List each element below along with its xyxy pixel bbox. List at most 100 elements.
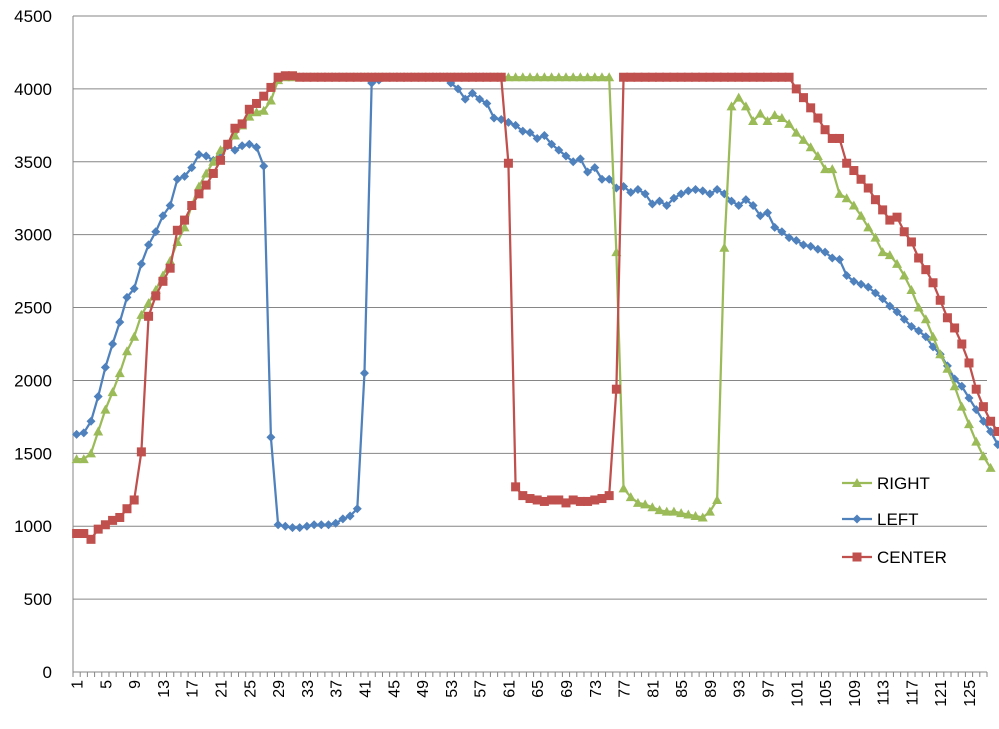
x-tick-label: 125	[962, 680, 979, 707]
data-point	[547, 495, 557, 505]
data-point	[331, 518, 341, 528]
x-tick-label: 17	[185, 680, 202, 698]
data-point	[180, 215, 190, 225]
data-point	[71, 454, 82, 464]
data-point	[316, 72, 326, 82]
data-point	[560, 72, 571, 82]
data-point	[144, 240, 154, 250]
data-point	[244, 104, 254, 114]
data-point	[727, 72, 737, 82]
data-point	[259, 161, 269, 171]
data-point	[986, 426, 996, 436]
legend-marker	[852, 514, 862, 524]
data-point	[583, 167, 593, 177]
data-point	[640, 72, 650, 82]
data-point	[647, 72, 657, 82]
legend: RIGHT LEFT CENTER	[842, 474, 947, 567]
data-point	[359, 72, 369, 82]
data-point	[734, 201, 744, 211]
data-point	[518, 126, 528, 136]
data-point	[511, 482, 521, 492]
data-point	[626, 187, 636, 197]
data-point	[668, 506, 679, 516]
data-point	[460, 72, 470, 82]
data-point	[100, 404, 111, 414]
y-tick-label: 500	[24, 590, 52, 609]
data-point	[503, 72, 514, 82]
data-point	[784, 233, 794, 243]
data-point	[863, 222, 874, 232]
data-point	[655, 196, 665, 206]
data-point	[734, 72, 744, 82]
data-point	[812, 150, 823, 160]
data-point	[784, 118, 795, 128]
data-point	[662, 72, 672, 82]
data-point	[590, 495, 600, 505]
data-point	[705, 189, 715, 199]
data-point	[719, 72, 729, 82]
data-point	[108, 515, 118, 525]
data-point	[820, 125, 830, 135]
data-point	[467, 88, 477, 98]
data-point	[733, 92, 744, 102]
data-point	[525, 494, 535, 504]
data-point	[93, 391, 103, 401]
y-tick-label: 3000	[14, 226, 52, 245]
data-point	[884, 250, 895, 260]
data-point	[676, 508, 687, 518]
legend-marker	[852, 552, 862, 562]
x-tick-label: 65	[530, 680, 547, 698]
data-point	[798, 93, 808, 103]
data-point	[806, 241, 816, 251]
data-point	[712, 184, 722, 194]
data-point	[719, 242, 730, 252]
data-point	[640, 189, 650, 199]
data-point	[121, 346, 132, 356]
x-tick-label: 37	[329, 680, 346, 698]
data-point	[151, 227, 161, 237]
data-point	[834, 188, 845, 198]
data-point	[230, 145, 240, 155]
data-point	[626, 72, 636, 82]
data-point	[475, 94, 485, 104]
data-point	[762, 115, 773, 125]
x-tick-label: 13	[156, 680, 173, 698]
data-point	[144, 311, 154, 321]
data-point	[503, 158, 513, 168]
x-tick-label: 5	[98, 680, 115, 689]
data-point	[798, 240, 808, 250]
data-point	[453, 72, 463, 82]
data-point	[928, 278, 938, 288]
data-point	[129, 331, 140, 341]
data-point	[640, 499, 651, 509]
data-point	[597, 494, 607, 504]
data-point	[611, 384, 621, 394]
data-point	[633, 72, 643, 82]
data-point	[661, 506, 672, 516]
gridlines	[73, 15, 987, 600]
data-point	[295, 72, 305, 82]
data-point	[532, 495, 542, 505]
data-point	[892, 307, 902, 317]
data-point	[165, 263, 175, 273]
data-point	[596, 72, 607, 82]
data-point	[302, 521, 312, 531]
data-point	[252, 98, 262, 108]
x-tick-label: 61	[501, 680, 518, 698]
data-point	[129, 495, 139, 505]
data-point	[539, 496, 549, 506]
data-point	[525, 128, 535, 138]
data-point	[769, 110, 780, 120]
data-point	[482, 98, 492, 108]
data-point	[352, 504, 362, 514]
x-tick-label: 121	[933, 680, 950, 707]
data-point	[978, 416, 988, 426]
data-point	[906, 237, 916, 247]
data-point	[727, 196, 737, 206]
data-point	[547, 139, 557, 149]
x-tick-label: 53	[444, 680, 461, 698]
data-point	[618, 483, 629, 493]
data-point	[475, 72, 485, 82]
data-point	[949, 381, 960, 391]
